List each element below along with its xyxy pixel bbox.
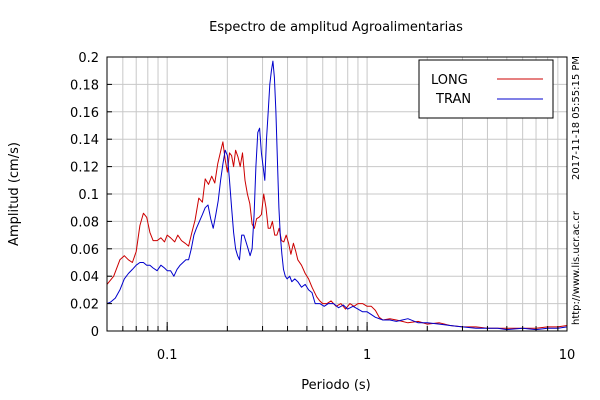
- legend: LONG TRAN: [418, 59, 554, 119]
- y-tick-label: 0: [91, 325, 99, 340]
- y-tick-label: 0.14: [70, 133, 99, 148]
- y-tick-label: 0.04: [70, 270, 99, 285]
- y-tick-label: 0.06: [70, 243, 99, 258]
- y-tick-label: 0.12: [70, 161, 99, 176]
- y-tick-label: 0.02: [70, 298, 99, 313]
- x-tick-label: 1: [363, 348, 371, 363]
- chart-title: Espectro de amplitud Agroalimentarias: [209, 20, 463, 35]
- x-tick-label: 10: [559, 348, 576, 363]
- y-tick-label: 0.08: [70, 215, 99, 230]
- legend-box: [418, 59, 554, 119]
- axis-ticks: 0 0.02 0.04 0.06 0.08 0.1 0.12 0.14 0.16 0.18 0.2 0…: [70, 51, 575, 363]
- y-axis-label: Amplitud (cm/s): [7, 142, 22, 246]
- timestamp-annotation: 2017-11-18 05:55:15 PM: [571, 56, 582, 180]
- x-tick-label: 0.1: [157, 348, 178, 363]
- legend-label-tran: TRAN: [435, 92, 471, 107]
- series-line-long: [106, 141, 568, 329]
- y-tick-label: 0.2: [78, 51, 99, 66]
- legend-label-long: LONG: [431, 73, 468, 88]
- series-line-tran: [106, 60, 568, 331]
- y-tick-label: 0.18: [70, 78, 99, 93]
- source-url-annotation: http://www.lis.ucr.ac.cr: [571, 210, 582, 325]
- y-tick-label: 0.1: [78, 188, 99, 203]
- series-lines: [106, 60, 568, 331]
- y-tick-label: 0.16: [70, 106, 99, 121]
- x-axis-label: Periodo (s): [301, 378, 371, 393]
